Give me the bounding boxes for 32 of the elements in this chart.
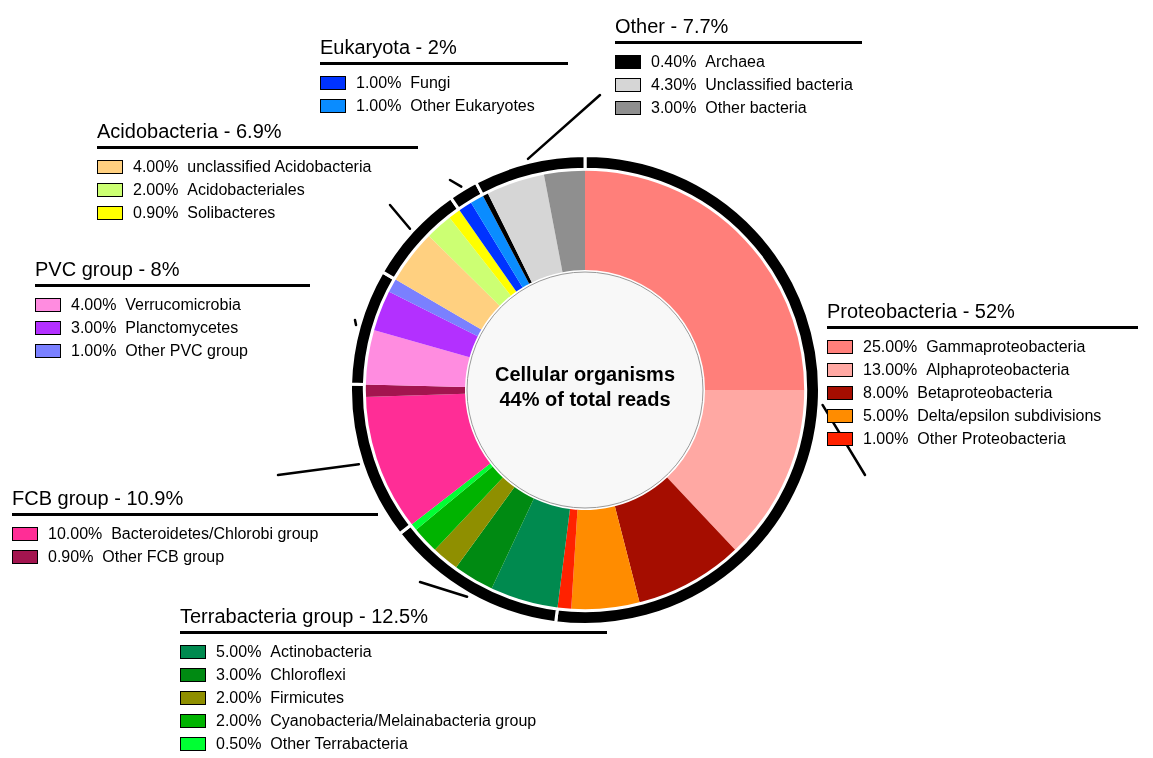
legend-label: 5.00% Delta/epsilon subdivisions (863, 407, 1102, 424)
legend-label: 2.00% Acidobacteriales (133, 181, 305, 198)
text: 44% of total reads (498, 387, 672, 412)
legend-label: 0.90% Solibacteres (133, 204, 276, 221)
text: FCB group - 10.9% (12, 487, 378, 516)
legend-label: 25.00% Gammaproteobacteria (863, 338, 1086, 355)
legend-label: 5.00% Actinobacteria (216, 643, 372, 660)
legend-label: 1.00% Other Eukaryotes (356, 97, 535, 114)
legend-label: 1.00% Other PVC group (71, 342, 248, 359)
text: PVC group - 8% (35, 258, 310, 287)
legend-label: 2.00% Firmicutes (216, 689, 345, 706)
legend-label: 4.00% Verrucomicrobia (71, 296, 241, 313)
legend-label: 1.00% Fungi (356, 74, 451, 91)
text: Cellular organisms (493, 362, 677, 387)
legend-label: 0.50% Other Terrabacteria (216, 735, 408, 752)
text: Other - 7.7% (615, 15, 862, 44)
legend-label: 3.00% Other bacteria (651, 99, 807, 116)
legend-label: 13.00% Alphaproteobacteria (863, 361, 1070, 378)
legend-label: 3.00% Planctomycetes (71, 319, 239, 336)
text: Acidobacteria - 6.9% (97, 120, 418, 149)
legend-label: 10.00% Bacteroidetes/Chlorobi group (48, 525, 319, 542)
legend-label: 4.30% Unclassified bacteria (651, 76, 853, 93)
text: Terrabacteria group - 12.5% (180, 605, 607, 634)
legend-label: 1.00% Other Proteobacteria (863, 430, 1066, 447)
legend-label: 4.00% unclassified Acidobacteria (133, 158, 372, 175)
legend-label: 8.00% Betaproteobacteria (863, 384, 1053, 401)
legend-label: 0.90% Other FCB group (48, 548, 225, 565)
legend-label: 0.40% Archaea (651, 53, 765, 70)
legend-label: 3.00% Chloroflexi (216, 666, 346, 683)
legend-label: 2.00% Cyanobacteria/Melainabacteria group (216, 712, 537, 729)
text: Eukaryota - 2% (320, 36, 568, 65)
text: Proteobacteria - 52% (827, 300, 1138, 329)
